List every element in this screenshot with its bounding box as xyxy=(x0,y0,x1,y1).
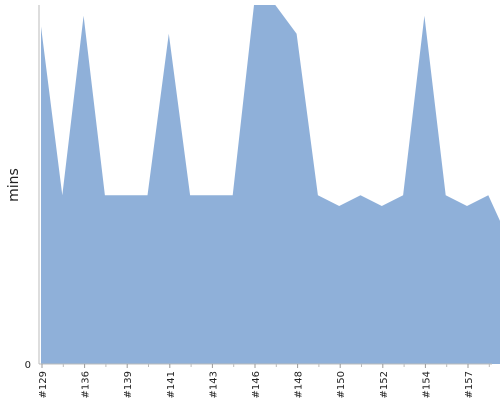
x-tick-label: #143 xyxy=(208,371,219,398)
series-layer xyxy=(41,5,500,364)
x-tick-label: #139 xyxy=(123,371,134,398)
x-tick-label: #150 xyxy=(336,371,347,398)
x-ticks: #129 #136 #139 #141 #143 #146 #148 #150 #152 #154… xyxy=(38,364,490,398)
y-axis-label: mins xyxy=(6,168,22,202)
x-tick-label: #136 xyxy=(81,371,92,398)
x-tick-label: #148 xyxy=(294,371,305,398)
x-tick-label: #152 xyxy=(379,371,390,398)
x-tick-label: #146 xyxy=(251,371,262,398)
x-tick-label: #154 xyxy=(421,371,432,398)
series-area-0 xyxy=(41,5,500,364)
x-tick-label: #129 xyxy=(38,371,49,398)
x-tick-label: #141 xyxy=(166,371,177,398)
y-tick-label-0: 0 xyxy=(25,360,31,371)
x-tick-label: #157 xyxy=(464,371,475,398)
